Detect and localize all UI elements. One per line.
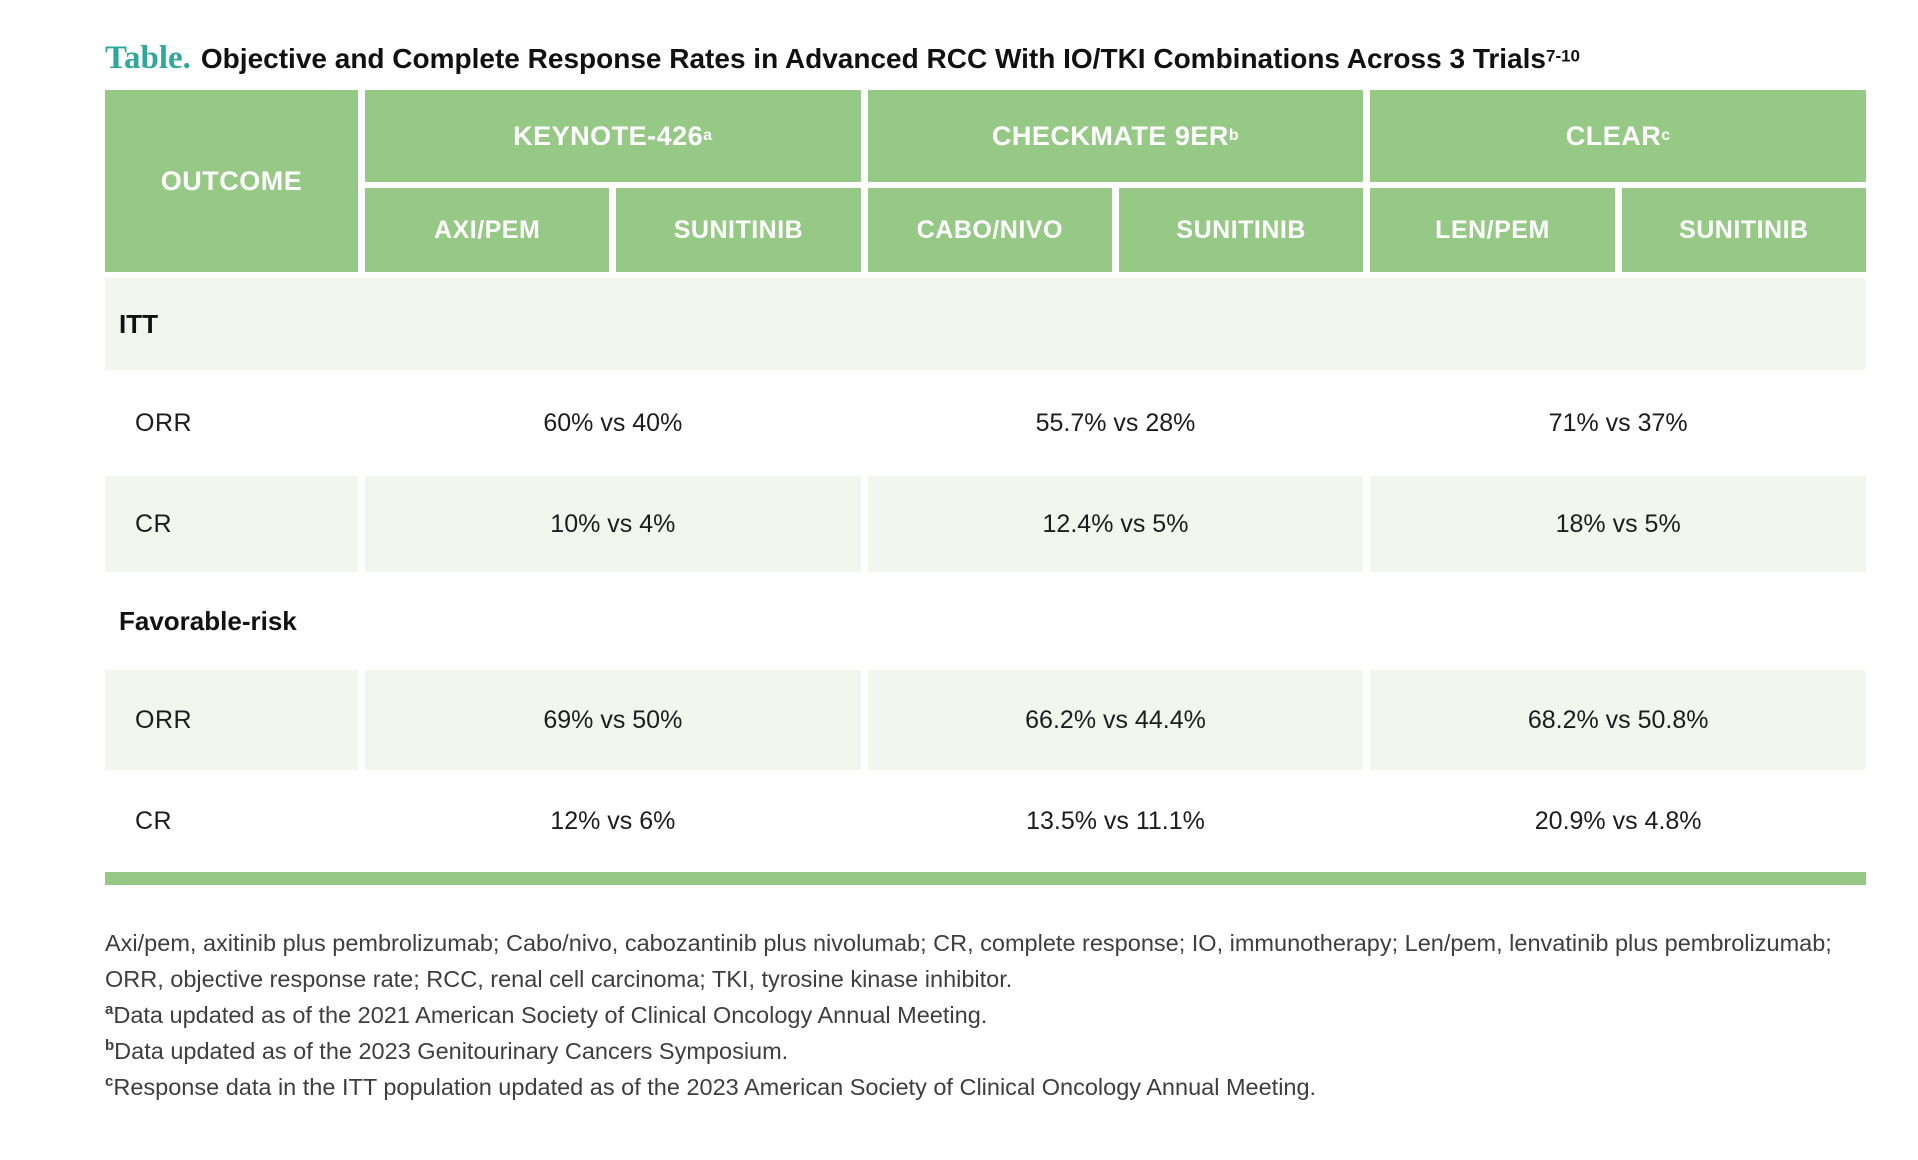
row-label: ORR bbox=[135, 408, 193, 437]
value-clear: 68.2% vs 50.8% bbox=[1370, 670, 1866, 771]
page: Table. Objective and Complete Response Ra… bbox=[105, 40, 1866, 1105]
footnote-a: aData updated as of the 2021 American So… bbox=[105, 997, 1866, 1033]
footnote-b-text: Data updated as of the 2023 Genitourinar… bbox=[114, 1038, 789, 1065]
table-row-favorable-orr: ORR 69% vs 50% 66.2% vs 44.4% 68.2% vs 5… bbox=[105, 670, 1866, 771]
table-header: OUTCOME KEYNOTE-426 a CHECKMATE 9ER b CLEA… bbox=[105, 90, 1866, 273]
header-arm-sunitinib-2: SUNITINIB bbox=[1118, 188, 1364, 273]
footnote-c-ref: c bbox=[105, 1073, 114, 1091]
header-arm-axi-pem: AXI/PEM bbox=[365, 188, 610, 273]
section-band-favorable-risk: Favorable-risk bbox=[105, 572, 1866, 670]
table-row-itt-cr: CR 10% vs 4% 12.4% vs 5% 18% vs 5% bbox=[105, 476, 1866, 573]
header-trial-clear: CLEAR c bbox=[1370, 90, 1866, 183]
footnote-a-text: Data updated as of the 2021 American Soc… bbox=[113, 1002, 988, 1029]
value-checkmate: 13.5% vs 11.1% bbox=[1026, 806, 1205, 835]
table-title-text: Objective and Complete Response Rates in… bbox=[200, 43, 1546, 74]
footnotes: Axi/pem, axitinib plus pembrolizumab; Ca… bbox=[105, 925, 1866, 1105]
table-title-prefix: Table. bbox=[105, 40, 191, 76]
header-trial-keynote-426: KEYNOTE-426 a bbox=[365, 90, 861, 183]
trial-name: KEYNOTE-426 bbox=[513, 120, 704, 151]
table-row-favorable-cr: CR 12% vs 6% 13.5% vs 11.1% 20.9% vs 4.8… bbox=[105, 770, 1866, 872]
footnote-b: bData updated as of the 2023 Genitourina… bbox=[105, 1033, 1866, 1069]
table-bottom-rule bbox=[105, 872, 1866, 886]
header-trial-checkmate-9er: CHECKMATE 9ER b bbox=[867, 90, 1364, 183]
value-keynote: 60% vs 40% bbox=[543, 408, 683, 437]
header-arm-len-pem: LEN/PEM bbox=[1370, 188, 1615, 273]
footnote-b-ref: b bbox=[105, 1037, 115, 1055]
footnote-a-ref: a bbox=[105, 1001, 114, 1019]
footnote-c-text: Response data in the ITT population upda… bbox=[113, 1074, 1317, 1101]
footnote-c: cResponse data in the ITT population upd… bbox=[105, 1069, 1866, 1105]
row-label: CR bbox=[105, 476, 358, 573]
value-checkmate: 66.2% vs 44.4% bbox=[867, 670, 1364, 771]
section-label: ITT bbox=[119, 308, 158, 339]
header-arm-sunitinib-1: SUNITINIB bbox=[616, 188, 861, 273]
value-keynote: 10% vs 4% bbox=[365, 476, 861, 573]
value-clear: 71% vs 37% bbox=[1548, 408, 1688, 437]
value-keynote: 12% vs 6% bbox=[550, 806, 676, 835]
trial-name: CHECKMATE 9ER bbox=[991, 120, 1229, 151]
table-title: Table. Objective and Complete Response Ra… bbox=[105, 40, 1866, 76]
value-checkmate: 12.4% vs 5% bbox=[867, 476, 1364, 573]
response-rates-table: OUTCOME KEYNOTE-426 a CHECKMATE 9ER b CLEA… bbox=[105, 90, 1866, 886]
table-title-citation: 7-10 bbox=[1545, 46, 1581, 66]
value-clear: 18% vs 5% bbox=[1370, 476, 1866, 573]
header-outcome: OUTCOME bbox=[105, 90, 358, 273]
value-checkmate: 55.7% vs 28% bbox=[1035, 408, 1196, 437]
row-label: CR bbox=[135, 806, 173, 835]
header-arm-cabo-nivo: CABO/NIVO bbox=[867, 188, 1112, 273]
section-label: Favorable-risk bbox=[119, 605, 297, 636]
value-keynote: 69% vs 50% bbox=[365, 670, 861, 771]
table-row-itt-orr: ORR 60% vs 40% 55.7% vs 28% 71% vs 37% bbox=[105, 370, 1866, 476]
abbreviations-note: Axi/pem, axitinib plus pembrolizumab; Ca… bbox=[105, 930, 1832, 993]
section-band-itt: ITT bbox=[105, 278, 1866, 371]
row-label: ORR bbox=[105, 670, 358, 771]
trial-name: CLEAR bbox=[1565, 120, 1662, 151]
header-arm-sunitinib-3: SUNITINIB bbox=[1621, 188, 1866, 273]
value-clear: 20.9% vs 4.8% bbox=[1534, 806, 1702, 835]
